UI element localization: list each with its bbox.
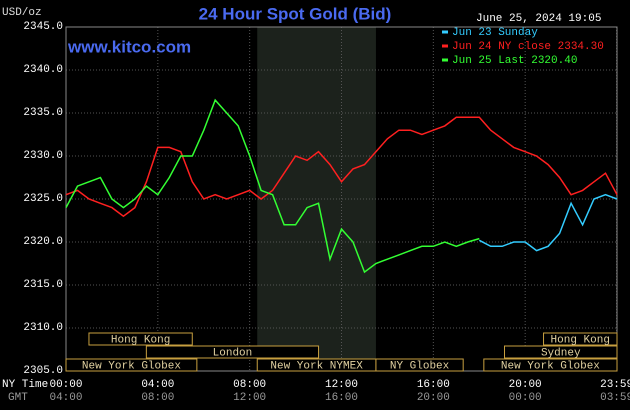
session-bar xyxy=(504,345,618,359)
session-label: New York NYMEX xyxy=(270,360,363,372)
session-bar xyxy=(375,358,464,372)
y-axis-label: USD/oz xyxy=(2,7,42,19)
y-tick-label: 2330.0 xyxy=(23,150,63,162)
session-label: New York Globex xyxy=(82,360,181,372)
legend-label: Jun 24 NY close 2334.30 xyxy=(452,41,604,53)
session-label: Sydney xyxy=(541,347,581,359)
y-tick-label: 2305.0 xyxy=(23,365,63,377)
x-tick-label: 23:59 xyxy=(600,379,630,391)
session-bar xyxy=(483,358,618,372)
session-bar xyxy=(543,332,618,346)
session-bar xyxy=(65,358,198,372)
x-tick-label: 16:00 xyxy=(417,379,450,391)
session-bar xyxy=(145,345,320,359)
series-line xyxy=(478,193,618,252)
x2-tick-label: 04:00 xyxy=(49,392,82,404)
legend-label: Jun 23 Sunday xyxy=(452,27,538,39)
x2-tick-label: 20:00 xyxy=(417,392,450,404)
session-shade xyxy=(257,27,376,371)
session-label: Hong Kong xyxy=(111,334,170,346)
x2-tick-label: 16:00 xyxy=(325,392,358,404)
y-tick-label: 2315.0 xyxy=(23,279,63,291)
x-tick-label: 12:00 xyxy=(325,379,358,391)
x-tick-label: 00:00 xyxy=(49,379,82,391)
x-tick-label: 20:00 xyxy=(509,379,542,391)
x2-axis-label: GMT xyxy=(8,392,28,404)
y-tick-label: 2325.0 xyxy=(23,193,63,205)
x2-tick-label: 08:00 xyxy=(141,392,174,404)
x2-tick-label: 00:00 xyxy=(509,392,542,404)
session-label: New York Globex xyxy=(501,360,600,372)
chart-title: 24 Hour Spot Gold (Bid) xyxy=(199,4,392,23)
session-bar xyxy=(88,332,193,346)
x2-tick-label: 12:00 xyxy=(233,392,266,404)
y-tick-label: 2340.0 xyxy=(23,64,63,76)
x2-tick-label: 03:59 xyxy=(600,392,630,404)
y-tick-label: 2320.0 xyxy=(23,236,63,248)
session-label: London xyxy=(213,347,253,359)
y-tick-label: 2310.0 xyxy=(23,322,63,334)
legend-swatch xyxy=(442,30,448,34)
timestamp: June 25, 2024 19:05 xyxy=(476,13,601,25)
series-line xyxy=(65,98,480,274)
legend-label: Jun 25 Last 2320.40 xyxy=(452,55,577,67)
session-label: Hong Kong xyxy=(551,334,610,346)
x-tick-label: 08:00 xyxy=(233,379,266,391)
series-line xyxy=(65,116,618,218)
legend-swatch xyxy=(442,44,448,48)
source: www.kitco.com xyxy=(67,37,191,56)
legend-swatch xyxy=(442,58,448,62)
y-tick-label: 2345.0 xyxy=(23,21,63,33)
x-tick-label: 04:00 xyxy=(141,379,174,391)
session-label: NY Globex xyxy=(390,360,450,372)
y-tick-label: 2335.0 xyxy=(23,107,63,119)
x-axis-label: NY Time xyxy=(2,379,48,391)
